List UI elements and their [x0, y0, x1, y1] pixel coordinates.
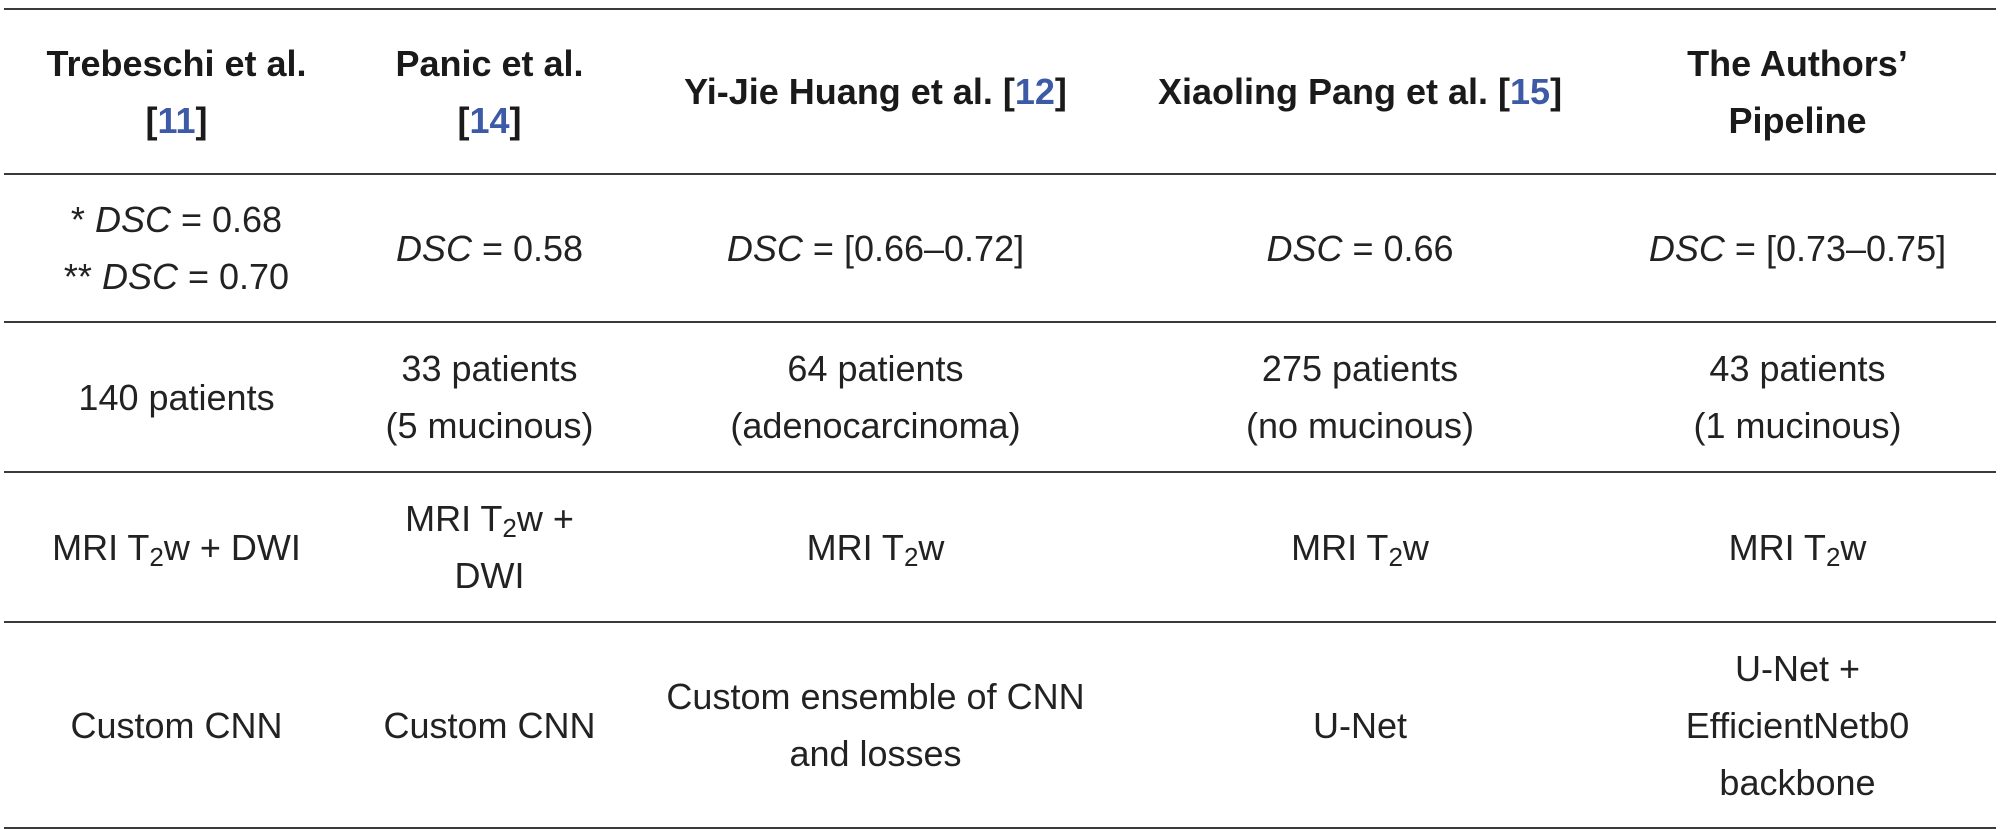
reference-link[interactable]: 14: [469, 99, 510, 141]
table-cell: Custom CNN: [70, 704, 283, 746]
table-cell: Custom CNN: [383, 704, 596, 746]
modality-subscript: 2: [502, 513, 517, 543]
table-cell: 140 patients: [4, 322, 349, 472]
table-cell: * DSC = 0.68 ** DSC = 0.70: [4, 174, 349, 322]
cell-line: 64 patients: [787, 348, 964, 389]
modality-suffix: w: [163, 526, 190, 568]
metric-value: = 0.68: [180, 199, 283, 240]
table-header-row: Trebeschi et al. [11] Panic et al. [14] …: [4, 9, 1996, 174]
table-cell: U-Net: [1312, 704, 1407, 746]
cell-line: 43 patients: [1709, 348, 1886, 389]
asterisk-marker: **: [63, 256, 92, 297]
cell-line: (1 mucinous): [1693, 405, 1902, 446]
table-cell: 64 patients (adenocarcinoma): [630, 322, 1121, 472]
comparison-table: Trebeschi et al. [11] Panic et al. [14] …: [4, 8, 1996, 829]
header-panic: Panic et al. [14]: [395, 42, 584, 141]
header-huang: Yi-Jie Huang et al. [12]: [684, 71, 1067, 112]
metric-value: = 0.66: [1352, 227, 1454, 269]
metric-label: DSC: [726, 227, 803, 269]
header-name: The Authors’ Pipeline: [1687, 42, 1908, 141]
cell-line: ** DSC = 0.70: [26, 248, 327, 305]
metric-label: DSC: [94, 199, 171, 240]
table-cell: DSC = 0.66: [1121, 174, 1599, 322]
table-row-patients: 140 patients 33 patients (5 mucinous) 64…: [4, 322, 1996, 472]
table-cell: MRI T2w: [1599, 472, 1996, 622]
comparison-table-container: Trebeschi et al. [11] Panic et al. [14] …: [4, 8, 1996, 829]
modality-subscript: 2: [903, 541, 919, 572]
modality-prefix: MRI T: [1291, 526, 1389, 568]
header-authors-pipeline: The Authors’ Pipeline: [1599, 9, 1996, 174]
modality-prefix: MRI T: [1728, 526, 1826, 568]
modality-prefix: MRI T: [405, 498, 503, 539]
reference-link[interactable]: 12: [1014, 71, 1055, 112]
asterisk-marker: *: [70, 199, 85, 240]
modality-subscript: 2: [1388, 541, 1403, 572]
metric-label: DSC: [1266, 227, 1343, 269]
modality-extra: +: [542, 498, 574, 539]
modality-suffix: w: [918, 526, 945, 568]
header-pang: Xiaoling Pang et al. [15]: [1157, 71, 1563, 112]
table-cell: MRI T2w + DWI: [349, 472, 630, 622]
metric-label: DSC: [1648, 227, 1725, 269]
table-cell: DSC = [0.66–0.72]: [630, 174, 1121, 322]
table-cell: MRI T2w: [1121, 472, 1599, 622]
table-row-dsc: * DSC = 0.68 ** DSC = 0.70 DSC = 0.58 DS…: [4, 174, 1996, 322]
header-trebeschi: Trebeschi et al. [11]: [46, 42, 307, 141]
header-name: Panic et al.: [395, 42, 584, 84]
modality-suffix: w: [1840, 526, 1867, 568]
modality-prefix: MRI T: [52, 526, 150, 568]
reference-link[interactable]: 15: [1510, 71, 1551, 112]
cell-line: (5 mucinous): [385, 405, 594, 446]
modality-prefix: MRI T: [806, 526, 904, 568]
table-cell: U-Net + EfficientNetb0 backbone: [1685, 647, 1910, 803]
header-name: Trebeschi et al.: [46, 42, 307, 84]
table-cell: 275 patients (no mucinous): [1121, 322, 1599, 472]
modality-suffix: w: [1402, 526, 1429, 568]
cell-line: DWI: [454, 555, 525, 596]
metric-value: = 0.70: [187, 256, 290, 297]
table-row-architecture: Custom CNN Custom CNN Custom ensemble of…: [4, 622, 1996, 828]
cell-line: * DSC = 0.68: [26, 191, 327, 248]
cell-line: 140 patients: [78, 376, 275, 418]
table-cell: DSC = 0.58: [349, 174, 630, 322]
table-cell: Custom ensemble of CNN and losses: [666, 676, 1085, 774]
header-name: Xiaoling Pang et al.: [1157, 71, 1489, 112]
table-row-modality: MRI T2w + DWI MRI T2w + DWI MRI T2w MRI …: [4, 472, 1996, 622]
cell-line: (adenocarcinoma): [730, 405, 1021, 446]
metric-label: DSC: [395, 227, 472, 269]
table-cell: 43 patients (1 mucinous): [1599, 322, 1996, 472]
modality-subscript: 2: [1825, 541, 1841, 572]
metric-value: = [0.73–0.75]: [1734, 227, 1947, 269]
modality-subscript: 2: [149, 541, 164, 572]
cell-line: MRI T2w +: [371, 490, 608, 547]
cell-line: (no mucinous): [1245, 405, 1475, 446]
cell-line: 275 patients: [1261, 348, 1459, 389]
table-cell: 33 patients (5 mucinous): [349, 322, 630, 472]
cell-line: 33 patients: [401, 348, 578, 389]
metric-value: = 0.58: [481, 227, 584, 269]
modality-extra: + DWI: [189, 526, 301, 568]
metric-label: DSC: [101, 256, 178, 297]
metric-value: = [0.66–0.72]: [812, 227, 1025, 269]
header-name: Yi-Jie Huang et al.: [684, 71, 993, 112]
reference-link[interactable]: 11: [157, 99, 196, 141]
modality-suffix: w: [516, 498, 543, 539]
table-cell: MRI T2w: [630, 472, 1121, 622]
table-cell: DSC = [0.73–0.75]: [1599, 174, 1996, 322]
table-cell: MRI T2w + DWI: [4, 472, 349, 622]
